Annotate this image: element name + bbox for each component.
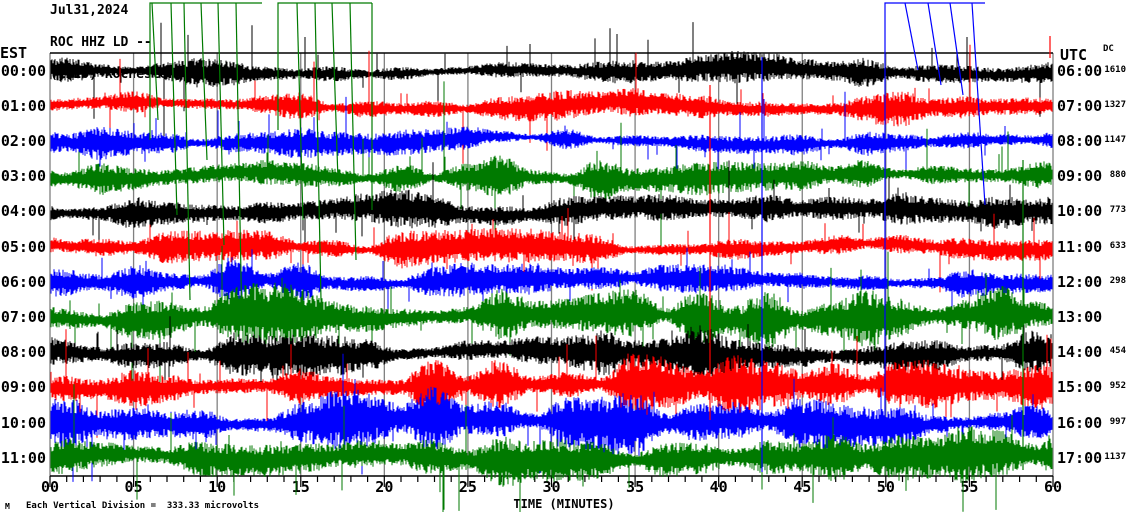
trace-row-0700 (50, 245, 1053, 395)
dc-value: 1147 (1104, 134, 1126, 145)
wrap-artifact (151, 2, 159, 121)
dc-value: 773 (1109, 205, 1126, 216)
dc-value: 997 (1109, 416, 1126, 427)
trace-row-1100 (50, 384, 1053, 512)
dc-value: 1610 (1104, 64, 1126, 75)
trace-row-1000 (50, 353, 1053, 482)
trace-row-0000 (50, 22, 1053, 139)
trace-row-0400 (50, 160, 1053, 251)
trace-row-0500 (50, 208, 1053, 293)
utc-time-label: 15:00 (1057, 378, 1103, 397)
est-time-label: 01:00 (0, 96, 46, 115)
est-time-label: 03:00 (0, 167, 46, 186)
wrap-artifact (331, 2, 339, 181)
est-time-label: 06:00 (0, 272, 46, 291)
trace-row-0100 (50, 44, 1053, 164)
utc-time-label: 10:00 (1057, 202, 1103, 221)
wrap-artifact (235, 2, 243, 331)
trace-row-0200 (50, 91, 1053, 185)
corner-mark: M (5, 502, 10, 511)
est-time-label: 10:00 (0, 413, 46, 432)
est-time-label: 05:00 (0, 237, 46, 256)
scale-footnote: Each Vertical Division = 333.33 microvol… (26, 501, 259, 511)
wrap-artifact (149, 2, 262, 140)
utc-time-label: 17:00 (1057, 448, 1103, 467)
est-time-label: 00:00 (0, 61, 46, 80)
wrap-artifact (971, 2, 986, 206)
est-time-label: 11:00 (0, 448, 46, 467)
trace-row-0600 (50, 247, 1053, 339)
dc-header: DC (1103, 44, 1114, 54)
left-axis-header: EST (0, 44, 28, 62)
trace-row-0900 (50, 329, 1053, 438)
est-time-label: 08:00 (0, 343, 46, 362)
utc-time-label: 08:00 (1057, 131, 1103, 150)
utc-time-label: 06:00 (1057, 61, 1103, 80)
x-axis-label: TIME (MINUTES) (513, 497, 615, 511)
wrap-artifact (949, 2, 964, 96)
wrap-artifact (183, 2, 191, 301)
wrap-artifact (296, 2, 304, 221)
utc-time-label: 14:00 (1057, 343, 1103, 362)
wrap-artifact (217, 2, 225, 246)
dc-value: 952 (1109, 381, 1126, 392)
dc-value: 1327 (1104, 99, 1126, 110)
dc-value: 298 (1109, 275, 1126, 286)
utc-time-label: 09:00 (1057, 167, 1103, 186)
wrap-artifact (884, 2, 985, 430)
wrap-artifact (200, 2, 208, 161)
utc-time-label: 07:00 (1057, 96, 1103, 115)
wrap-artifact (277, 2, 372, 130)
est-time-label: 02:00 (0, 131, 46, 150)
wrap-artifact (349, 2, 357, 261)
est-time-label: 07:00 (0, 308, 46, 327)
utc-time-label: 16:00 (1057, 413, 1103, 432)
utc-time-label: 11:00 (1057, 237, 1103, 256)
utc-time-label: 12:00 (1057, 272, 1103, 291)
title-date: Jul31,2024 (50, 3, 129, 18)
wrap-artifact (927, 2, 942, 86)
dc-value: 633 (1109, 240, 1126, 251)
right-axis-header: UTC (1060, 46, 1088, 64)
wrap-artifact (904, 2, 919, 71)
est-time-label: 04:00 (0, 202, 46, 221)
wrap-artifact (314, 2, 322, 301)
dc-value: 1137 (1104, 451, 1126, 462)
utc-time-label: 13:00 (1057, 308, 1103, 327)
title-station: ROC HHZ LD -- (50, 35, 152, 50)
dc-value: 880 (1109, 170, 1126, 181)
trace-row-0300 (50, 81, 1053, 255)
dc-value: 454 (1109, 346, 1126, 357)
trace-row-0800 (50, 316, 1053, 395)
wrap-artifact (170, 2, 178, 216)
est-time-label: 09:00 (0, 378, 46, 397)
